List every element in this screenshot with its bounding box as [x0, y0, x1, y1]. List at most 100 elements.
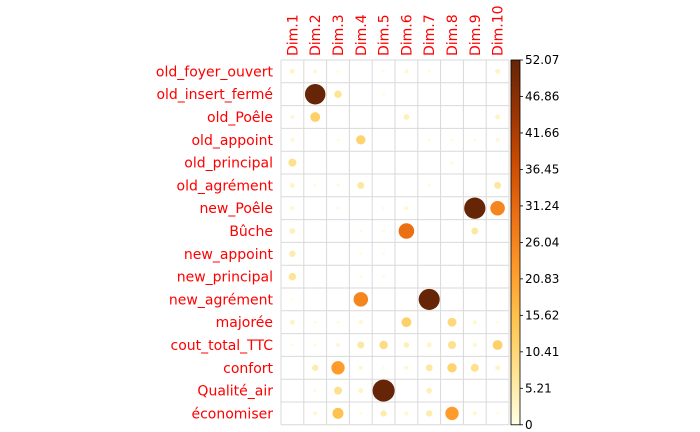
- colorbar-tick-label: 10.41: [525, 345, 559, 359]
- column-label: Dim.6: [399, 14, 415, 56]
- cell-circle: [333, 386, 343, 395]
- column-label: Dim.3: [331, 14, 347, 56]
- cell-circle: [403, 342, 410, 348]
- column-label: Dim.4: [354, 14, 370, 56]
- cell-circle: [472, 320, 477, 325]
- cell-circle: [288, 272, 297, 281]
- cell-circle: [447, 363, 457, 373]
- cell-circle: [357, 341, 365, 349]
- cell-circle: [313, 183, 317, 187]
- cell-circle: [445, 406, 459, 421]
- cell-circle: [403, 114, 410, 120]
- cell-circle: [288, 158, 297, 167]
- cell-circle: [289, 228, 296, 234]
- cell-circle: [313, 389, 317, 393]
- cell-circle: [427, 138, 431, 142]
- row-label: Qualité_air: [197, 384, 273, 400]
- cell-circle: [398, 223, 415, 239]
- cell-circle: [472, 411, 477, 416]
- cell-circle: [464, 197, 486, 219]
- cell-circle: [290, 137, 295, 142]
- cell-circle: [335, 342, 341, 348]
- cell-circle: [382, 366, 386, 370]
- cell-circle: [401, 317, 412, 328]
- cell-circle: [495, 68, 501, 74]
- cell-circle: [336, 320, 340, 324]
- colorbar-tick-label: 46.86: [525, 89, 559, 103]
- colorbar-tick-label: 15.62: [525, 308, 559, 322]
- cell-circle: [336, 138, 340, 142]
- cell-circle: [332, 407, 344, 419]
- cell-circle: [494, 181, 502, 189]
- column-label: Dim.9: [468, 14, 484, 56]
- colorbar-tick-label: 31.24: [525, 199, 559, 213]
- cell-circle: [358, 365, 363, 370]
- colorbar-tick-label: 0: [525, 418, 533, 432]
- cell-circle: [447, 340, 457, 350]
- cell-circle: [472, 342, 477, 348]
- row-label: old_insert_fermé: [156, 87, 273, 103]
- cell-circle: [380, 410, 387, 417]
- cell-circle: [426, 387, 433, 394]
- cell-circle: [358, 320, 363, 325]
- cell-circle: [372, 379, 395, 402]
- row-label: confort: [223, 361, 273, 377]
- cell-circle: [290, 206, 295, 211]
- column-label: Dim.8: [445, 14, 461, 56]
- colorbar-tick-label: 20.83: [525, 272, 559, 286]
- column-label: Dim.1: [285, 14, 301, 56]
- row-labels: old_foyer_ouvert old_insert_fermé old_Poêl…: [156, 64, 274, 422]
- cell-circle: [290, 343, 294, 347]
- circles: [288, 68, 505, 421]
- cell-circle: [471, 227, 479, 235]
- row-label: new_principal: [177, 270, 273, 286]
- cell-circle: [426, 410, 433, 417]
- cell-circle: [336, 69, 340, 73]
- cell-circle: [353, 292, 369, 307]
- grid: [280, 59, 510, 426]
- cell-circle: [290, 297, 294, 301]
- cell-circle: [358, 388, 364, 394]
- cell-circle: [382, 229, 386, 233]
- row-label: Bûche: [229, 224, 273, 240]
- cell-circle: [289, 68, 295, 74]
- column-label: Dim.5: [377, 14, 393, 56]
- row-label: cout_total_TTC: [171, 338, 274, 354]
- cell-circle: [425, 364, 433, 372]
- cell-circle: [313, 343, 317, 347]
- cell-circle: [496, 320, 500, 324]
- colorbar-tick-label: 36.45: [525, 162, 559, 176]
- column-labels: Dim.1 Dim.2 Dim.3 Dim.4 Dim.5 Dim.6 Dim.7 Dim.8…: [285, 5, 506, 56]
- row-label: new_appoint: [184, 247, 274, 263]
- cell-circle: [289, 250, 296, 257]
- row-label: new_agrément: [169, 292, 274, 308]
- cell-circle: [336, 183, 340, 187]
- cell-circle: [426, 342, 432, 348]
- cell-circle: [427, 183, 431, 187]
- cell-circle: [382, 92, 386, 96]
- cell-circle: [356, 135, 366, 145]
- cell-circle: [382, 206, 386, 210]
- cell-circle: [357, 181, 365, 189]
- cell-circle: [382, 69, 386, 73]
- cell-circle: [418, 288, 440, 310]
- cell-circle: [359, 411, 363, 415]
- cell-circle: [495, 365, 501, 371]
- cell-circle: [331, 361, 345, 375]
- cell-circle: [450, 161, 454, 165]
- row-label: old_principal: [184, 156, 273, 172]
- cell-circle: [336, 206, 340, 210]
- cell-circle: [313, 320, 317, 324]
- colorbar-gradient: [510, 59, 521, 426]
- column-label: Dim.7: [422, 14, 438, 56]
- cell-circle: [313, 411, 318, 416]
- column-label: Dim.10: [491, 5, 507, 56]
- cell-circle: [359, 252, 363, 256]
- cell-circle: [473, 138, 477, 142]
- cell-circle: [427, 69, 431, 73]
- cell-circle: [290, 114, 295, 120]
- colorbar-tick-label: 26.04: [525, 235, 559, 249]
- cell-circle: [382, 275, 386, 279]
- cell-circle: [447, 317, 457, 327]
